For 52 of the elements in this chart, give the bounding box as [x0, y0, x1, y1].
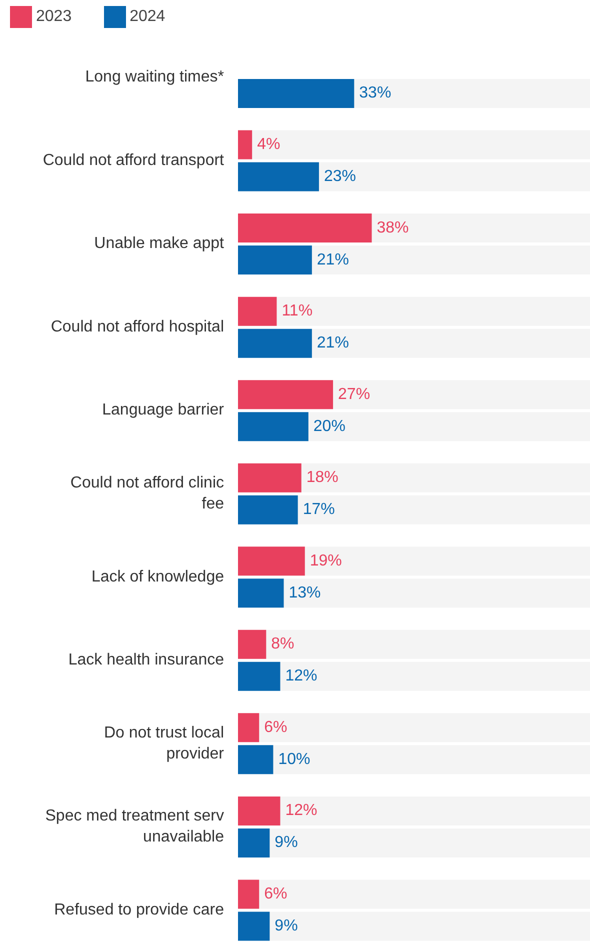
data-label: 11% [282, 302, 313, 320]
y-tick-label: Could not afford hospital [50, 318, 224, 336]
bar [238, 412, 308, 442]
data-label: 6% [264, 718, 288, 736]
data-label: 21% [316, 251, 349, 268]
data-label: 20% [313, 418, 346, 435]
bar [238, 630, 266, 659]
bar [238, 745, 274, 774]
bar [238, 662, 280, 691]
bar [238, 130, 252, 160]
y-tick-label: Unable make appt [94, 235, 225, 252]
bar [238, 495, 298, 524]
bar [238, 796, 280, 826]
bar [238, 328, 312, 358]
bar [238, 828, 270, 858]
data-label: 10% [278, 750, 310, 768]
data-label: 12% [285, 802, 318, 820]
data-label: 21% [316, 334, 349, 352]
y-tick-label: Could not afford clinic fee [70, 474, 224, 513]
data-label: 27% [338, 386, 370, 403]
bar [238, 246, 312, 275]
y-tick-label: Lack health insurance [68, 652, 224, 669]
y-tick-label: Refused to provide care [54, 902, 224, 919]
data-label: 9% [274, 917, 298, 934]
y-tick-label: Spec med treatment serv unavailable [45, 808, 224, 846]
data-label: 23% [324, 168, 356, 186]
bar [238, 578, 284, 608]
bar [238, 880, 260, 909]
data-label: 8% [271, 636, 294, 653]
data-label: 9% [274, 834, 298, 852]
bar [238, 463, 302, 492]
data-label: 18% [306, 469, 338, 486]
y-tick-label: Do not trust local provider [104, 724, 225, 763]
legend-label: 2024 [130, 8, 166, 26]
bar [238, 546, 305, 576]
data-label: 12% [285, 668, 318, 685]
data-label: 6% [264, 885, 288, 902]
y-tick-label: Long waiting times* [85, 68, 224, 86]
y-tick-label: Language barrier [102, 402, 225, 419]
bar [238, 912, 270, 941]
y-tick-label: Could not afford transport [42, 152, 225, 170]
data-label: 38% [376, 219, 409, 236]
legend-label: 2023 [36, 8, 72, 26]
data-label: 33% [359, 84, 392, 102]
data-label: 13% [288, 584, 321, 602]
data-label: 4% [257, 136, 280, 154]
data-label: 17% [302, 501, 335, 518]
bar [238, 162, 319, 192]
bar [238, 713, 260, 742]
data-label: 19% [310, 552, 342, 570]
y-tick-label: Lack of knowledge [91, 568, 224, 586]
bar [238, 296, 277, 326]
